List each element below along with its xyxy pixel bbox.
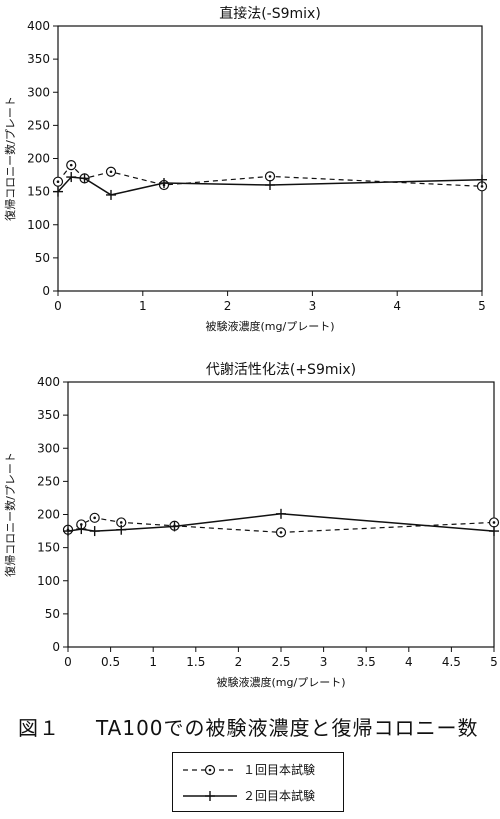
chart2-series-1-point-7-center (492, 521, 496, 524)
chart1-series-1-point-1-center (56, 180, 60, 183)
chart1-plot-frame (57, 25, 483, 292)
chart2-y-tick-label-400: 400 (37, 375, 60, 389)
chart1-series-1-point-6-center (268, 175, 272, 178)
figure-caption-text: TA100での被験液濃度と復帰コロニー数 (96, 716, 479, 740)
chart2-x-tick-label-5: 5 (490, 655, 498, 669)
chart1-series-1-point-7 (476, 181, 488, 192)
chart2-x-tick-label-4: 4 (405, 655, 413, 669)
chart2-x-tick-label-4-5: 4.5 (442, 655, 461, 669)
legend-solid-plus-symbol (183, 791, 237, 801)
chart1-series-1-point-1 (52, 176, 64, 187)
chart2-y-axis-label: 復帰コロニー数/プレート (4, 452, 17, 577)
chart1-series-1-point-4-center (109, 170, 113, 174)
chart1-series-2-point-7 (477, 174, 487, 185)
chart2-x-tick-label-3: 3 (320, 655, 328, 669)
chart2-series-1-point-7 (488, 517, 500, 528)
chart1-y-tick-label-150: 150 (27, 185, 50, 199)
chart1-series-1-point-4 (105, 166, 117, 177)
chart1-y-tick-label-250: 250 (27, 118, 50, 132)
chart2-series-2-point-6 (276, 508, 286, 519)
chart2-x-tick-label-2-5: 2.5 (271, 655, 290, 669)
chart1-y-axis-label: 復帰コロニー数/プレート (4, 96, 17, 221)
legend-dashed-circle-symbol (183, 764, 237, 776)
chart2-series-2-point-4 (116, 524, 127, 535)
chart1-series-2-point-4 (106, 189, 116, 200)
chart1-x-tick-label-3: 3 (309, 299, 317, 313)
chart1-y-tick-label-350: 350 (27, 52, 50, 66)
legend-label-first-test: １回目本試験 (243, 763, 316, 777)
chart2-series-2-point-7 (489, 526, 499, 537)
legend: １回目本試験 ２回目本試験 (172, 752, 344, 812)
chart2-y-tick-label-0: 0 (52, 640, 60, 654)
chart2-series-1-point-6-center (279, 531, 283, 534)
chart1-series-2-point-5 (159, 178, 169, 189)
chart2-series-2-point-5 (169, 521, 180, 532)
chart2-x-tick-label-3-5: 3.5 (357, 655, 376, 669)
chart2-series-1-point-3-center (93, 516, 96, 520)
chart2-x-tick-label-0-5: 0.5 (101, 655, 120, 669)
chart2-series-2-point-2 (76, 524, 87, 535)
chart2-series-2-point-1 (63, 526, 73, 537)
chart1-x-tick-label-0: 0 (54, 299, 62, 313)
chart2-x-axis-label: 被験液濃度(mg/プレート) (217, 675, 346, 689)
chart2-series-1-point-6 (275, 527, 287, 538)
chart1-series-2-point-6 (265, 180, 275, 190)
chart-metabolic-activation-svg: 代謝活性化法(+S9mix) 0 50 100 150 200 250 300 350 400 0 0… (4, 362, 500, 689)
chart1-x-axis-label: 被験液濃度(mg/プレート) (206, 319, 335, 333)
figure-caption: 図１ TA100での被験液濃度と復帰コロニー数 (18, 712, 488, 741)
chart2-x-tick-label-2: 2 (235, 655, 243, 669)
chart2-x-tick-label-1: 1 (149, 655, 157, 669)
chart2-y-tick-label-300: 300 (37, 441, 60, 455)
chart1-series-1-point-6 (264, 171, 276, 182)
chart1-y-tick-label-0: 0 (42, 284, 50, 298)
chart1-series-1-point-7-center (480, 185, 484, 188)
chart1-series-2-point-3 (79, 173, 90, 184)
chart2-series-1-point-3 (89, 512, 100, 523)
chart1-y-tick-label-50: 50 (35, 251, 50, 265)
chart1-x-tick-label-2: 2 (224, 299, 232, 313)
figure-label: 図１ (18, 716, 60, 740)
chart2-x-tick-label-1-5: 1.5 (186, 655, 205, 669)
chart-direct-method: 直接法(-S9mix) 0 50 100 150 200 250 300 350 400 0 1 2 3 4… (0, 0, 500, 340)
legend-label-second-test: ２回目本試験 (243, 789, 316, 803)
chart2-y-tick-label-150: 150 (37, 541, 60, 555)
chart2-y-tick-label-350: 350 (37, 408, 60, 422)
chart-direct-method-svg: 直接法(-S9mix) 0 50 100 150 200 250 300 350 400 0 1 2 3 4… (4, 5, 488, 333)
chart2-series-2-point-3 (89, 526, 100, 537)
chart1-y-tick-label-200: 200 (27, 152, 50, 166)
chart1-series-1-point-2 (66, 160, 77, 171)
chart2-y-tick-label-100: 100 (37, 574, 60, 588)
chart2-x-tick-label-0: 0 (64, 655, 72, 669)
chart1-y-tick-label-400: 400 (27, 19, 50, 33)
chart1-y-tick-label-100: 100 (27, 218, 50, 232)
chart1-x-tick-label-4: 4 (393, 299, 401, 313)
chart2-title: 代謝活性化法(+S9mix) (206, 362, 356, 378)
chart1-x-tick-label-5: 5 (478, 299, 486, 313)
legend-item-second-test: ２回目本試験 (173, 784, 343, 808)
chart1-x-tick-label-1: 1 (139, 299, 147, 313)
chart2-y-tick-label-200: 200 (37, 508, 60, 522)
chart2-y-tick-label-50: 50 (45, 607, 60, 621)
legend-item-first-test: １回目本試験 (173, 758, 343, 782)
chart1-series-2-point-2 (66, 172, 77, 183)
chart1-title: 直接法(-S9mix) (219, 5, 321, 22)
chart2-y-tick-label-250: 250 (37, 474, 60, 488)
chart1-series-2-point-1 (53, 186, 63, 197)
chart2-series-1-point-4-center (119, 521, 123, 524)
chart1-series-1-point-2-center (69, 163, 73, 167)
chart-metabolic-activation: 代謝活性化法(+S9mix) 0 50 100 150 200 250 300 350 400 0 0… (0, 356, 500, 704)
chart1-y-tick-label-300: 300 (27, 85, 50, 99)
